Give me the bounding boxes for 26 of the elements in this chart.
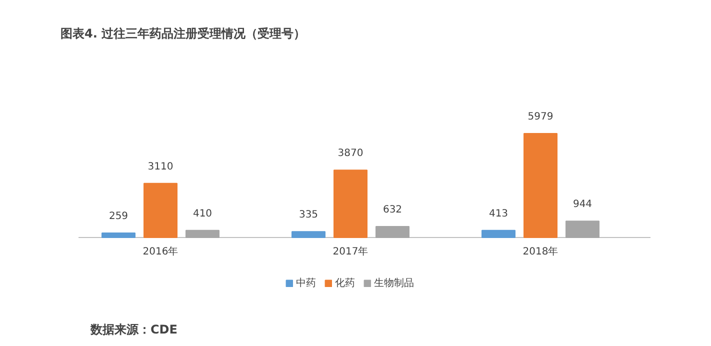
data-label: 335 <box>298 210 318 221</box>
bar <box>144 182 178 238</box>
x-tick-label: 2018年 <box>522 246 558 258</box>
bar <box>334 170 368 238</box>
data-label: 3870 <box>338 148 364 160</box>
legend-label: 生物制品 <box>374 276 414 290</box>
source-note: 数据来源：CDE <box>90 322 178 336</box>
x-tick-label: 2017年 <box>332 246 368 258</box>
data-label: 259 <box>108 210 128 222</box>
data-label: 410 <box>192 208 212 220</box>
legend-label: 中药 <box>296 276 316 290</box>
bar <box>566 220 600 238</box>
data-label: 632 <box>382 204 402 216</box>
bar <box>186 230 220 238</box>
bar <box>102 232 136 238</box>
data-label: 944 <box>572 199 592 210</box>
chart-title: 图表4. 过往三年药品注册受理情况（受理号） <box>60 26 306 40</box>
data-label: 5979 <box>528 112 554 122</box>
bar <box>292 231 326 238</box>
bar <box>524 133 558 238</box>
data-label: 3110 <box>148 161 174 172</box>
legend-label: 化药 <box>335 276 355 290</box>
data-label: 413 <box>488 208 508 220</box>
bar <box>376 226 410 238</box>
bar <box>482 230 516 238</box>
x-tick-label: 2016年 <box>142 246 178 258</box>
